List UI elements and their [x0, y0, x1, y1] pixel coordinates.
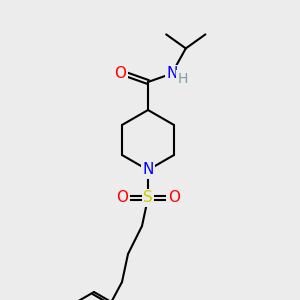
Text: N: N [166, 66, 178, 81]
Text: O: O [168, 190, 180, 206]
Text: H: H [178, 72, 188, 86]
Text: O: O [116, 190, 128, 206]
Text: O: O [114, 66, 126, 81]
Text: N: N [142, 163, 154, 178]
Text: S: S [143, 190, 153, 206]
